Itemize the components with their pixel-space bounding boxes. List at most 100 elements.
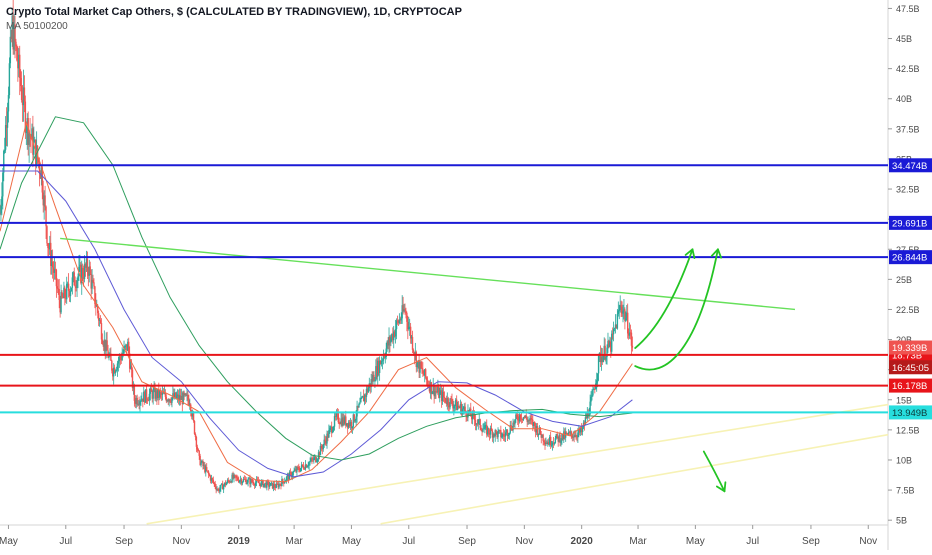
candle-body	[559, 434, 561, 443]
candle-body	[375, 366, 377, 381]
candle-body	[463, 406, 465, 409]
candle-body	[562, 433, 564, 439]
candle-body	[572, 436, 574, 438]
candle-body	[449, 398, 451, 408]
candle-body	[391, 334, 393, 339]
candle-body	[156, 390, 158, 399]
candle-body	[295, 469, 297, 472]
candle-body	[206, 470, 209, 472]
candle-body	[2, 172, 4, 197]
candle-body	[568, 432, 571, 434]
candle-body	[47, 243, 49, 248]
price-level-label: 16.178B	[892, 381, 927, 392]
x-tick-label: 2020	[571, 536, 594, 547]
candle-body	[444, 397, 447, 403]
candle-body	[630, 332, 633, 346]
projection-arrow-2	[634, 248, 719, 371]
candle-body	[242, 478, 245, 482]
indicator-label[interactable]: MA 50100200	[6, 21, 68, 32]
y-tick-label: 5B	[896, 516, 907, 526]
candle-body	[200, 462, 202, 466]
candle-body	[155, 390, 157, 399]
candle-body	[471, 412, 474, 420]
arrowhead-icon	[716, 481, 727, 493]
candle-body	[217, 489, 219, 491]
candle-body	[430, 382, 433, 394]
candle-body	[54, 269, 57, 271]
candle-body	[254, 482, 257, 486]
price-level-badge	[889, 378, 932, 393]
candle-body	[452, 404, 454, 409]
candle-body	[296, 466, 298, 472]
candle-body	[329, 427, 331, 431]
candle-body	[529, 417, 531, 421]
candle-body	[1, 196, 3, 206]
candle-body	[171, 397, 173, 403]
candle-body	[315, 461, 318, 463]
candle-body	[264, 482, 266, 484]
candle-body	[420, 362, 422, 368]
candle-body	[373, 374, 375, 382]
candle-body	[343, 417, 345, 424]
candle-body	[627, 333, 630, 336]
candle-body	[6, 111, 9, 128]
candle-body	[133, 386, 136, 401]
candle-body	[132, 386, 135, 389]
candle-body	[7, 95, 10, 112]
candle-body	[278, 483, 280, 488]
candle-body	[476, 423, 479, 425]
candle-body	[354, 419, 356, 422]
candle-body	[81, 267, 84, 278]
candle-body	[434, 391, 436, 397]
candle-body	[364, 394, 367, 397]
price-badge-label: 16:45:05	[892, 363, 929, 374]
candle-body	[9, 36, 12, 64]
candle-body	[457, 405, 460, 407]
candle-body	[53, 269, 56, 273]
candle-body	[503, 435, 506, 437]
x-tick-label: Nov	[859, 536, 877, 547]
price-level-label: 18.73B	[892, 350, 922, 361]
candle-body	[176, 394, 179, 397]
candle-body	[220, 484, 222, 489]
candle-body	[484, 425, 486, 429]
candle-body	[491, 430, 494, 438]
candle-body	[62, 296, 64, 299]
candle-body	[48, 247, 50, 250]
candle-body	[312, 459, 314, 461]
candle-body	[371, 379, 373, 382]
candle-body	[424, 369, 426, 376]
candle-body	[341, 418, 343, 426]
candle-body	[365, 388, 368, 397]
candle-body	[363, 394, 366, 402]
candle-body	[181, 396, 183, 405]
candle-body	[406, 313, 408, 322]
candle-body	[421, 367, 423, 369]
candle-body	[79, 264, 81, 267]
candle-body	[227, 480, 230, 481]
candle-body	[162, 392, 165, 394]
candle-body	[130, 365, 133, 370]
candle-body	[114, 370, 117, 373]
candle-body	[11, 15, 13, 40]
candle-body	[613, 328, 616, 329]
candle-body	[18, 54, 20, 69]
x-tick-label: Mar	[286, 536, 304, 547]
candle-body	[543, 440, 545, 443]
y-tick-label: 40B	[896, 94, 912, 104]
candle-body	[215, 486, 217, 490]
candle-body	[477, 420, 479, 424]
candle-body	[614, 324, 617, 329]
candle-body	[34, 139, 36, 142]
candle-body	[402, 305, 404, 312]
candle-body	[263, 483, 265, 487]
candle-body	[224, 482, 227, 486]
candle-body	[388, 336, 390, 346]
candle-body	[585, 417, 588, 419]
candle-body	[408, 327, 410, 330]
candle-body	[342, 417, 344, 426]
candle-body	[459, 403, 462, 408]
candle-body	[183, 392, 185, 396]
candle-body	[193, 420, 196, 434]
